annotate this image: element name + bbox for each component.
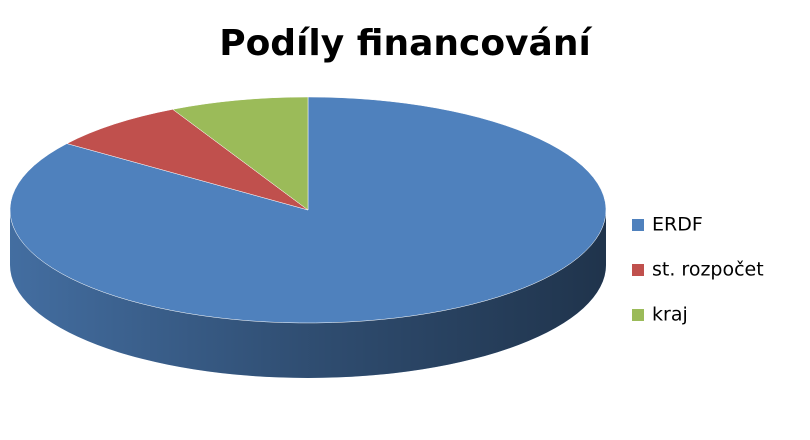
legend-label: ERDF [652, 214, 703, 236]
legend-label: st. rozpočet [652, 259, 764, 281]
chart-title: Podíly financování [219, 23, 592, 64]
pie-slice [172, 96, 309, 211]
legend-swatch [632, 264, 644, 276]
legend-label: kraj [652, 304, 688, 326]
legend-swatch [632, 309, 644, 321]
pie-side-shade [10, 210, 606, 378]
pie-slice [66, 109, 309, 211]
legend-swatch [632, 219, 644, 231]
